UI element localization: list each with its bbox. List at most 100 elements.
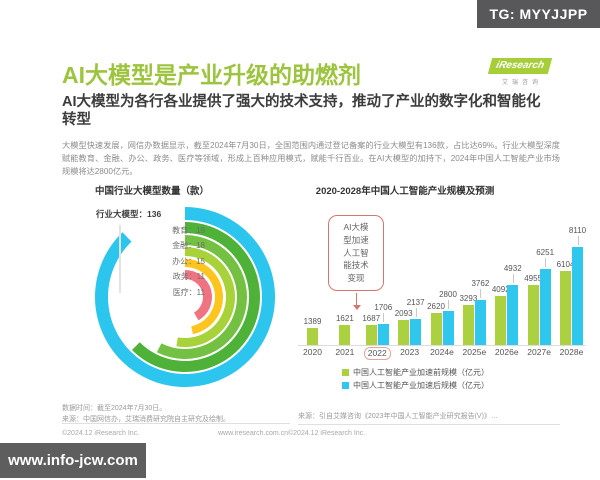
bar-before-2023 [398, 320, 410, 345]
x-label-2026e: 2026e [492, 347, 521, 360]
footer-divider-left [62, 423, 290, 424]
x-label-2027e: 2027e [525, 347, 554, 360]
annotation-arrow-line [356, 293, 357, 305]
copyright-right: ©2024.12 iResearch Inc. [288, 430, 366, 437]
annotation-callout: AI大模 型加速 人工智 能技术 变现 [328, 215, 384, 291]
radial-category-labels: 教育：19 金融：18 办公：15 政务：11 医疗：11 [127, 223, 205, 300]
x-label-2024e: 2024e [428, 347, 457, 360]
x-label-2025e: 2025e [460, 347, 489, 360]
bar-value-before-2025e: 3293 [459, 294, 478, 303]
x-label-2021: 2021 [330, 347, 359, 360]
bar-group-2022: 1687 1706 [362, 225, 393, 345]
bar-value-after-2026e: 4932 [503, 264, 522, 273]
bar-value-before-2027e: 4955 [524, 274, 543, 283]
bar-group-2023: 2093 2137 [394, 225, 425, 345]
bar-value-after-2023: 2137 [406, 298, 425, 307]
radial-arc-教育 [131, 222, 260, 372]
radial-total-label: 行业大模型：136 [96, 209, 162, 219]
bar-after-2027e [539, 269, 551, 345]
bar-leader-2025e [480, 289, 482, 298]
bar-group-2024e: 2620 2800 [427, 225, 457, 345]
bar-value-before-2028e: 6104 [556, 260, 575, 269]
watermark-badge: www.info-jcw.com [0, 443, 146, 478]
bar-after-2028e [572, 247, 583, 345]
bar-chart-title: 2020-2028年中国人工智能产业规模及预测 [315, 186, 495, 197]
radial-chart-title: 中国行业大模型数量（款） [94, 186, 209, 197]
x-label-text-2024e: 2024e [430, 347, 454, 357]
tg-badge: TG: MYYJJPP [477, 0, 600, 28]
bar-before-2025e [462, 305, 474, 345]
x-axis-labels: 2020 2021 2022 2023 2024e 2025e 2026e 2027e 2028… [298, 347, 586, 360]
intro-paragraph: 大模型快速发展，网信办数据显示，截至2024年7月30日，全国范围内通过登记备案… [62, 141, 560, 177]
legend-row-0: 中国人工智能产业加速前规模（亿元） [342, 366, 489, 379]
legend-swatch-0 [342, 369, 349, 376]
bar-leader-2027e [545, 258, 547, 267]
iresearch-logo-cn: 艾瑞咨询 [501, 80, 542, 86]
bar-group-2027e: 4955 6251 [524, 225, 555, 345]
bar-chart: 1389 1621 1687 1706 2093 2137 2620 2800 3293 3762… [298, 205, 586, 400]
legend-label-0: 中国人工智能产业加速前规模（亿元） [353, 368, 489, 377]
site-url: www.iresearch.com.cn [218, 430, 289, 437]
radial-row-办公: 办公：15 [172, 256, 205, 266]
bar-before-2024e [430, 313, 442, 345]
bar-after-2026e [507, 285, 519, 345]
iresearch-logo: iResearch 艾瑞咨询 [487, 58, 554, 86]
x-label-2022: 2022 [363, 347, 392, 360]
x-label-text-2021: 2021 [335, 347, 355, 357]
bar-group-2020: 1389 [298, 225, 327, 345]
bar-value-after-2028e: 8110 [568, 226, 587, 235]
radial-arc-金融 [156, 235, 247, 359]
radial-row-医疗: 医疗：11 [172, 287, 205, 297]
bar-leader-2028e [577, 236, 579, 245]
bar-before-2022 [365, 325, 377, 345]
bar-after-2024e [442, 311, 454, 345]
legend-row-1: 中国人工智能产业加速后规模（亿元） [342, 379, 489, 392]
radial-arc-政务 [185, 259, 223, 335]
footnote-data-date: 数据时间：截至2024年7月30日。 [62, 405, 167, 412]
bar-before-2026e [495, 296, 507, 345]
bar-group-2026e: 4092 4932 [491, 225, 522, 345]
bar-value-after-2024e: 2800 [439, 290, 457, 299]
bar-before-2021 [339, 325, 351, 345]
bar-value-after-2022: 1706 [374, 303, 393, 312]
annotation-arrow-head [353, 305, 361, 310]
bar-before-2020 [307, 328, 318, 345]
bar-value-before-2020: 1389 [303, 317, 322, 326]
x-label-text-2026e: 2026e [494, 347, 519, 357]
copyright-left: ©2024.12 iResearch Inc. [62, 430, 140, 437]
radial-row-政务: 政务：11 [172, 272, 205, 282]
bar-leader-2022 [383, 313, 385, 322]
x-label-2023: 2023 [395, 347, 424, 360]
bar-value-before-2026e: 4092 [491, 285, 510, 294]
page-subtitle: AI大模型为各行各业提供了强大的技术支持，推动了产业的数字化和智能化转型 [62, 94, 541, 129]
x-label-text-2023: 2023 [400, 347, 420, 357]
footnote-source-left: 来源：中国网信办，艾瑞消费研究院自主研究及绘制。 [62, 415, 230, 423]
radial-chart-svg [94, 207, 275, 387]
bar-value-after-2025e: 3762 [471, 279, 490, 288]
bar-leader-2023 [415, 308, 417, 317]
page-title: AI大模型是产业升级的助燃剂 [62, 62, 361, 88]
radial-labels-rule [119, 225, 121, 293]
bar-after-2022 [377, 324, 389, 345]
x-label-text-2027e: 2027e [527, 347, 551, 357]
bar-before-2027e [527, 285, 539, 345]
bar-group-2028e: 6104 8110 [557, 225, 586, 345]
x-label-2028e: 2028e [557, 347, 586, 360]
footnote-source-right: 来源：引自艾媒咨询《2023年中国人工智能产业研究报告(V)》… [298, 413, 498, 420]
bar-value-before-2023: 2093 [394, 309, 413, 318]
bar-value-before-2021: 1621 [335, 314, 354, 323]
bar-value-before-2024e: 2620 [427, 302, 445, 311]
bar-leader-2026e [512, 274, 514, 283]
x-label-text-2022: 2022 [363, 347, 391, 360]
x-label-text-2025e: 2025e [462, 347, 487, 357]
bar-group-2021: 1621 [330, 225, 359, 345]
legend-swatch-1 [342, 382, 349, 389]
radial-chart [94, 207, 275, 387]
bar-group-2025e: 3293 3762 [459, 225, 490, 345]
radial-row-金融: 金融：18 [172, 241, 205, 251]
x-label-2020: 2020 [298, 347, 327, 360]
legend-label-1: 中国人工智能产业加速后规模（亿元） [353, 381, 489, 390]
bar-value-after-2027e: 6251 [536, 248, 555, 257]
radial-arc-医疗 [185, 270, 212, 321]
